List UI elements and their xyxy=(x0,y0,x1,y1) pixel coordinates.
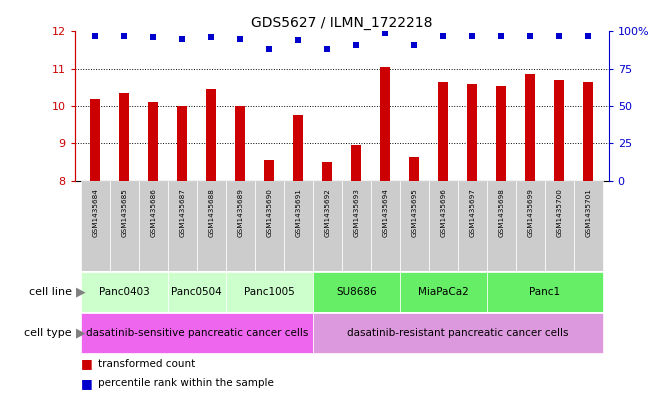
Bar xyxy=(90,99,100,393)
Bar xyxy=(148,102,158,393)
Bar xyxy=(371,181,400,271)
Point xyxy=(264,46,275,53)
Bar xyxy=(351,145,361,393)
Text: transformed count: transformed count xyxy=(98,358,195,369)
Bar xyxy=(467,84,477,393)
Text: GSM1435686: GSM1435686 xyxy=(150,188,156,237)
Bar xyxy=(168,272,226,312)
Text: SU8686: SU8686 xyxy=(336,287,376,297)
Text: Panc1: Panc1 xyxy=(529,287,561,297)
Bar xyxy=(516,181,545,271)
Point xyxy=(293,37,303,44)
Point xyxy=(525,33,536,39)
Bar xyxy=(264,160,274,393)
Bar xyxy=(255,181,284,271)
Text: GDS5627 / ILMN_1722218: GDS5627 / ILMN_1722218 xyxy=(251,16,432,30)
Bar xyxy=(409,156,419,393)
Point xyxy=(380,30,391,36)
Bar xyxy=(168,181,197,271)
Text: GSM1435696: GSM1435696 xyxy=(440,188,447,237)
Point xyxy=(322,46,333,53)
Bar xyxy=(226,272,312,312)
Bar xyxy=(322,162,333,393)
Bar xyxy=(235,106,245,393)
Text: GSM1435688: GSM1435688 xyxy=(208,188,214,237)
Bar xyxy=(458,181,487,271)
Bar xyxy=(81,313,312,353)
Text: GSM1435701: GSM1435701 xyxy=(585,188,591,237)
Bar xyxy=(109,181,139,271)
Text: GSM1435695: GSM1435695 xyxy=(411,188,417,237)
Bar xyxy=(312,181,342,271)
Bar xyxy=(380,67,391,393)
Text: percentile rank within the sample: percentile rank within the sample xyxy=(98,378,273,388)
Bar xyxy=(206,89,216,393)
Point xyxy=(148,34,158,40)
Text: GSM1435697: GSM1435697 xyxy=(469,188,475,237)
Bar xyxy=(574,181,603,271)
Bar xyxy=(312,272,400,312)
Bar xyxy=(197,181,226,271)
Text: ■: ■ xyxy=(81,376,97,390)
Text: GSM1435692: GSM1435692 xyxy=(324,188,330,237)
Text: GSM1435689: GSM1435689 xyxy=(237,188,243,237)
Bar xyxy=(487,272,603,312)
Bar xyxy=(81,272,168,312)
Bar xyxy=(583,82,594,393)
Text: GSM1435700: GSM1435700 xyxy=(557,188,562,237)
Bar xyxy=(554,80,564,393)
Bar xyxy=(400,272,487,312)
Point xyxy=(438,33,449,39)
Point xyxy=(351,42,361,48)
Text: cell line: cell line xyxy=(29,287,72,297)
Point xyxy=(554,33,564,39)
Bar xyxy=(119,93,130,393)
Point xyxy=(119,33,130,39)
Text: GSM1435687: GSM1435687 xyxy=(179,188,185,237)
Point xyxy=(177,36,187,42)
Text: GSM1435690: GSM1435690 xyxy=(266,188,272,237)
Text: GSM1435693: GSM1435693 xyxy=(353,188,359,237)
Text: dasatinib-sensitive pancreatic cancer cells: dasatinib-sensitive pancreatic cancer ce… xyxy=(85,328,308,338)
Text: Panc0403: Panc0403 xyxy=(99,287,150,297)
Point xyxy=(467,33,478,39)
Text: GSM1435691: GSM1435691 xyxy=(296,188,301,237)
Bar xyxy=(293,116,303,393)
Bar xyxy=(139,181,168,271)
Text: dasatinib-resistant pancreatic cancer cells: dasatinib-resistant pancreatic cancer ce… xyxy=(347,328,568,338)
Bar xyxy=(226,181,255,271)
Text: GSM1435699: GSM1435699 xyxy=(527,188,533,237)
Bar xyxy=(438,82,449,393)
Text: ■: ■ xyxy=(81,357,97,370)
Bar xyxy=(81,181,109,271)
Text: GSM1435698: GSM1435698 xyxy=(499,188,505,237)
Bar xyxy=(400,181,429,271)
Point xyxy=(409,42,419,48)
Bar xyxy=(487,181,516,271)
Point xyxy=(496,33,506,39)
Bar xyxy=(429,181,458,271)
Text: Panc0504: Panc0504 xyxy=(171,287,222,297)
Bar xyxy=(312,313,603,353)
Bar xyxy=(177,106,187,393)
Point xyxy=(235,36,245,42)
Bar xyxy=(284,181,312,271)
Point xyxy=(206,34,216,40)
Text: GSM1435684: GSM1435684 xyxy=(92,188,98,237)
Point xyxy=(90,33,100,39)
Text: cell type: cell type xyxy=(24,328,72,338)
Point xyxy=(583,33,594,39)
Text: GSM1435685: GSM1435685 xyxy=(121,188,127,237)
Text: ▶: ▶ xyxy=(76,285,86,298)
Bar xyxy=(496,86,506,393)
Bar xyxy=(525,74,535,393)
Bar xyxy=(342,181,371,271)
Text: ▶: ▶ xyxy=(76,327,86,340)
Text: MiaPaCa2: MiaPaCa2 xyxy=(418,287,469,297)
Bar xyxy=(545,181,574,271)
Text: Panc1005: Panc1005 xyxy=(244,287,295,297)
Text: GSM1435694: GSM1435694 xyxy=(382,188,388,237)
